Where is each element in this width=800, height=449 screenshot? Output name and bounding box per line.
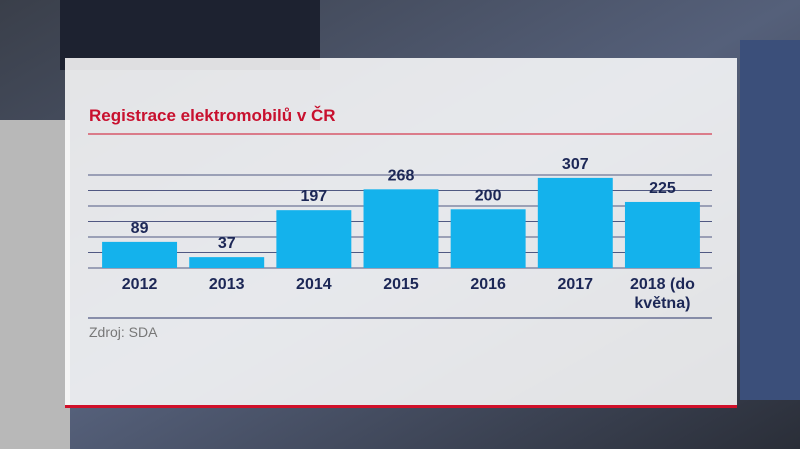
bar bbox=[624, 201, 700, 268]
x-tick-label: 2016 bbox=[470, 276, 506, 293]
value-label: 225 bbox=[649, 180, 676, 197]
value-label: 89 bbox=[131, 220, 149, 237]
chart-title: Registrace elektromobilů v ČR bbox=[89, 106, 336, 125]
photo-road bbox=[0, 120, 70, 449]
x-tick-label: 2013 bbox=[208, 276, 245, 293]
x-tick-label: 2018 (do května) bbox=[629, 276, 695, 312]
x-tick-label: 2014 bbox=[296, 276, 332, 293]
x-tick-label: 2012 bbox=[121, 276, 158, 293]
value-label: 37 bbox=[218, 235, 236, 252]
bar bbox=[450, 209, 526, 268]
bar bbox=[537, 177, 613, 268]
x-tick-label: 2015 bbox=[383, 276, 419, 293]
value-label: 307 bbox=[562, 156, 589, 173]
bar bbox=[276, 210, 352, 268]
value-label: 268 bbox=[388, 167, 415, 184]
bar bbox=[102, 241, 178, 268]
value-label: 197 bbox=[301, 188, 328, 205]
value-label: 200 bbox=[475, 187, 502, 204]
source: Zdroj: SDA bbox=[89, 324, 158, 340]
bar bbox=[189, 257, 265, 268]
bar bbox=[363, 189, 439, 268]
panel-bottom-line bbox=[65, 405, 737, 408]
photo-car-side bbox=[740, 40, 800, 400]
x-tick-label: 2017 bbox=[557, 276, 594, 293]
